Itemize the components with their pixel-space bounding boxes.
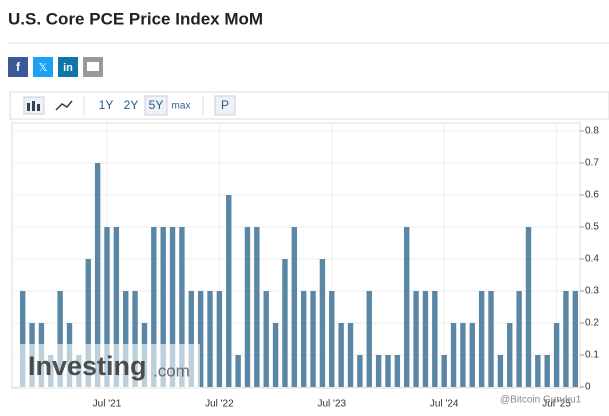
icon-part	[27, 103, 30, 111]
p-box	[214, 95, 236, 116]
bar	[160, 227, 166, 387]
chart-title: U.S. Core PCE Price Index MoM	[8, 9, 263, 28]
bar	[525, 227, 532, 387]
bar	[263, 291, 269, 387]
x-tick-label: Jul '24	[430, 399, 459, 410]
watermark: Investing .com @Bitcoin Guruku1	[18, 344, 582, 406]
bar	[188, 291, 194, 387]
bar	[375, 355, 382, 387]
p-button[interactable]: P	[221, 98, 229, 112]
bar	[207, 291, 213, 387]
share-x-label: 𝕏	[39, 62, 48, 74]
x-tick-label: Jul '23	[317, 399, 346, 410]
bar	[291, 227, 298, 387]
bar	[441, 355, 447, 387]
bar	[432, 291, 438, 387]
y-tick-label: 0.4	[585, 254, 599, 265]
toolbar	[9, 91, 609, 120]
y-tick-label: 0.3	[585, 286, 599, 297]
share-facebook-label: f	[16, 60, 21, 74]
bar	[544, 355, 550, 387]
bar	[404, 227, 410, 387]
bar	[563, 291, 569, 387]
bar	[235, 355, 241, 387]
bar	[478, 291, 485, 387]
bar	[357, 355, 363, 387]
bar	[57, 291, 63, 387]
bar	[19, 291, 26, 387]
bar	[450, 323, 457, 387]
bar	[553, 323, 560, 387]
bar	[94, 163, 101, 387]
icon-part	[37, 104, 40, 111]
bar	[366, 291, 372, 387]
range-5y-box	[144, 95, 168, 116]
watermark-domain: .com	[153, 361, 190, 380]
y-tick-label: 0.2	[585, 318, 599, 329]
bar	[85, 259, 91, 387]
y-tick-label: 0.5	[585, 222, 599, 233]
bar	[197, 291, 204, 387]
y-tick-label: 0.6	[585, 190, 599, 201]
bar	[385, 355, 391, 387]
x-tick-label: Jul '25	[542, 399, 571, 410]
bar	[104, 227, 110, 387]
bar	[132, 291, 138, 387]
bar	[507, 323, 513, 387]
line-icon[interactable]	[55, 100, 73, 111]
share-facebook[interactable]	[8, 57, 28, 77]
bar	[572, 291, 579, 387]
y-tick-label: 0	[585, 382, 591, 393]
x-tick-label: Jul '21	[93, 399, 122, 410]
bar	[179, 227, 185, 387]
bar	[254, 227, 260, 387]
share-linkedin-label: in	[63, 62, 73, 74]
bar	[394, 355, 401, 387]
icon-part	[32, 101, 35, 111]
range-2y[interactable]: 2Y	[124, 98, 139, 112]
bar-icon[interactable]	[23, 96, 45, 115]
y-tick-label: 0.7	[585, 158, 599, 169]
bar	[319, 259, 326, 387]
share-linkedin[interactable]	[58, 57, 78, 77]
range-1y[interactable]: 1Y	[99, 98, 114, 112]
range-max[interactable]: max	[172, 101, 191, 112]
range-5y[interactable]: 5Y	[149, 98, 164, 112]
bar	[460, 323, 466, 387]
bar	[226, 195, 232, 387]
bar	[151, 227, 157, 387]
plot-frame	[11, 122, 581, 389]
share-x[interactable]	[33, 57, 53, 77]
bar	[329, 291, 335, 387]
bar	[535, 355, 541, 387]
mail-icon	[87, 62, 99, 71]
bar	[244, 227, 251, 387]
bar	[310, 291, 316, 387]
bar	[488, 291, 494, 387]
bar	[113, 227, 120, 387]
watermark-box	[18, 344, 200, 388]
watermark-brand: Investing	[28, 351, 147, 381]
bar	[216, 291, 223, 387]
bar	[516, 291, 522, 387]
bar	[169, 227, 176, 387]
bar	[272, 323, 279, 387]
bar	[338, 323, 344, 387]
bar	[469, 323, 475, 387]
bar	[497, 355, 504, 387]
y-tick-label: 0.1	[585, 350, 599, 361]
x-tick-label: Jul '22	[205, 399, 234, 410]
bar	[413, 291, 419, 387]
bar	[347, 323, 354, 387]
bar	[282, 259, 288, 387]
bar	[422, 291, 429, 387]
y-tick-label: 0.8	[585, 126, 599, 137]
watermark-user: @Bitcoin Guruku1	[500, 395, 582, 406]
bar	[123, 291, 129, 387]
bar	[300, 291, 307, 387]
